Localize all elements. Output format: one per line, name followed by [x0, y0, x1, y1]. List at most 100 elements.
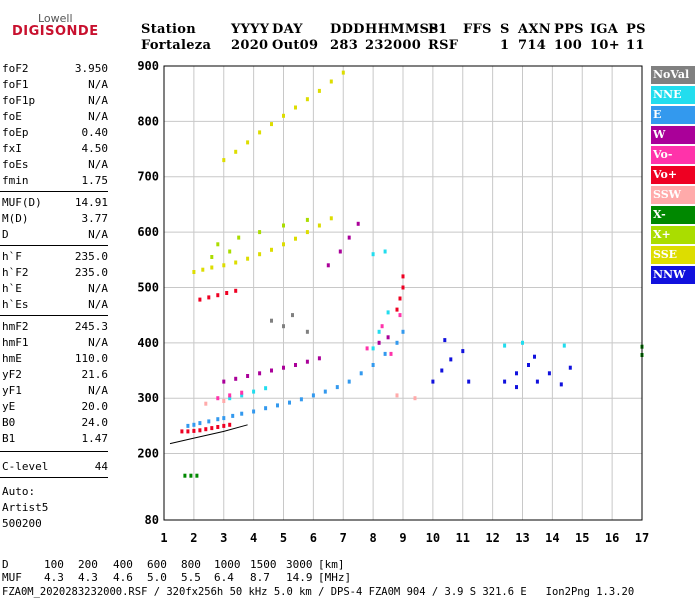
echo-point: [527, 363, 530, 367]
echo-point: [288, 400, 291, 405]
param-label: h`F: [2, 250, 22, 263]
x-tick-label: 14: [545, 531, 559, 545]
dscale-muf-value: [MHz]: [318, 571, 352, 584]
echo-point: [252, 409, 256, 414]
dscale-d-value: 400: [113, 558, 133, 571]
x-tick-label: 10: [426, 531, 440, 545]
x-tick-label: 2: [190, 531, 197, 545]
header-label-ps: PS: [626, 22, 646, 37]
param-label: yF2: [2, 368, 22, 381]
param-label: fxI: [2, 142, 22, 155]
chart-grid: [164, 66, 642, 520]
echo-point: [413, 396, 417, 401]
header-value-time: 232000: [365, 38, 422, 53]
echo-point: [291, 313, 294, 318]
echo-point: [503, 379, 507, 384]
echo-point: [225, 291, 229, 295]
dscale-d-value: [km]: [318, 558, 345, 571]
echo-point: [198, 428, 202, 433]
echo-point: [258, 130, 262, 135]
y-tick-label: 200: [137, 447, 159, 461]
echo-point: [311, 393, 315, 398]
y-tick-label: 700: [137, 170, 159, 184]
param-row: B0 24.0: [2, 416, 108, 430]
param-value: 110.0: [74, 352, 108, 365]
param-label: M(D): [2, 212, 29, 225]
header-value-ps: 11: [626, 38, 645, 53]
echo-point: [294, 363, 297, 367]
echo-point: [216, 425, 220, 429]
echo-point: [371, 252, 375, 257]
y-tick-labels: 80 200 300 400 500 600 700 800 900: [137, 59, 159, 527]
param-value: 235.0: [74, 266, 108, 279]
dscale-d-label: D: [2, 558, 9, 571]
echo-point: [347, 235, 351, 240]
legend-item: W: [651, 126, 695, 144]
param-value: 20.0: [81, 400, 109, 413]
param-row: foE N/A: [2, 110, 108, 124]
echo-point: [222, 263, 226, 268]
echo-point: [222, 158, 226, 163]
echo-point: [533, 354, 536, 359]
echo-point: [216, 396, 220, 401]
header-label-day: DAY: [272, 22, 303, 37]
echo-point: [192, 428, 196, 433]
param-label: h`E: [2, 282, 22, 295]
param-value: 0.40: [81, 126, 109, 139]
echo-point: [365, 346, 369, 351]
param-row: B1 1.47: [2, 432, 108, 446]
echo-point: [240, 390, 244, 395]
header-label-ffs: FFS: [463, 22, 492, 37]
echo-point: [228, 396, 232, 401]
dscale-muf-value: 4.6: [113, 571, 133, 584]
param-label: B1: [2, 432, 16, 445]
logo-lowell: Lowell: [38, 12, 73, 25]
echo-point: [371, 346, 375, 351]
header-value-pps: 100: [554, 38, 583, 53]
echo-point: [305, 329, 309, 334]
param-row: yE 20.0: [2, 400, 108, 414]
dscale-muf-value: 5.0: [147, 571, 167, 584]
dscale-d-value: 800: [181, 558, 201, 571]
echo-point: [207, 295, 211, 300]
legend-item: X+: [651, 226, 695, 244]
echo-point: [401, 285, 405, 290]
param-row: h`F 235.0: [2, 250, 108, 264]
x-tick-label: 15: [575, 531, 589, 545]
echo-point: [276, 403, 279, 408]
param-row: foF1 N/A: [2, 78, 108, 92]
header-label-yyyy: YYYY: [231, 22, 270, 37]
echo-point: [237, 235, 241, 240]
dscale-muf-value: 4.3: [44, 571, 64, 584]
echo-point: [521, 340, 524, 345]
x-tick-label: 7: [340, 531, 347, 545]
echo-point: [294, 236, 297, 241]
echo-point: [398, 296, 402, 301]
x-tick-label: 12: [485, 531, 499, 545]
legend-item: SSE: [651, 246, 695, 264]
echo-point: [515, 385, 518, 390]
param-label: hmF1: [2, 336, 29, 349]
divider: [0, 315, 108, 316]
echo-point: [282, 324, 285, 329]
param-row: foEp 0.40: [2, 126, 108, 140]
header-value-iga: 10+: [590, 38, 620, 53]
legend-item: E: [651, 106, 695, 124]
echo-point: [383, 351, 387, 356]
chart-curves: [169, 424, 248, 445]
legend-item: SSW: [651, 186, 695, 204]
echo-point: [395, 393, 399, 398]
dscale-d-value: 1500: [250, 558, 277, 571]
echo-point: [338, 249, 342, 254]
dscale-muf-value: 5.5: [181, 571, 201, 584]
param-row: h`Es N/A: [2, 298, 108, 312]
dscale-d-value: 600: [147, 558, 167, 571]
echo-point: [326, 263, 330, 268]
echo-point: [204, 401, 208, 406]
echo-point: [282, 242, 285, 247]
echo-point: [377, 329, 381, 334]
param-row: hmE 110.0: [2, 352, 108, 366]
echo-point: [210, 255, 214, 259]
divider: [0, 451, 108, 452]
param-row: M(D) 3.77: [2, 212, 108, 226]
